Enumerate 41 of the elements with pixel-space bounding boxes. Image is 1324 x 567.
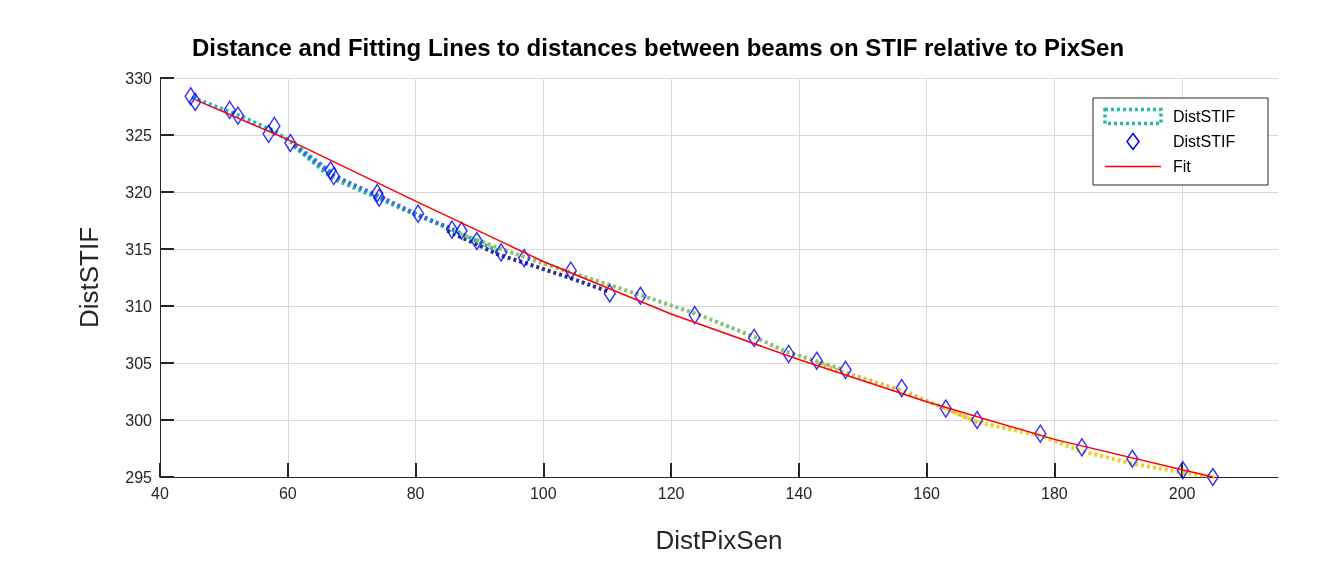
y-tick-label: 300 (125, 411, 153, 429)
point (494, 243, 508, 262)
y-tick-label: 295 (125, 468, 153, 486)
point (747, 328, 761, 348)
x-tick-label: 140 (785, 484, 813, 502)
point (970, 410, 984, 430)
y-tick-label: 310 (125, 297, 153, 315)
legend-label: DistSTIF (1173, 108, 1236, 125)
legend-label: DistSTIF (1173, 133, 1236, 150)
x-tick-label: 40 (151, 484, 169, 502)
point (517, 248, 531, 268)
x-tick-label: 180 (1041, 484, 1068, 502)
y-tick-label: 330 (125, 69, 153, 87)
point (327, 166, 341, 186)
x-tick-label: 160 (913, 484, 941, 502)
y-axis-title: DistSTIF (74, 226, 104, 329)
y-tick-label: 315 (125, 240, 153, 258)
x-tick-label: 120 (657, 484, 685, 502)
y-tick-label: 320 (125, 183, 153, 201)
x-tick-label: 80 (406, 484, 425, 502)
point (411, 204, 425, 223)
x-axis-title: DistPixSen (655, 525, 783, 555)
point (603, 284, 617, 303)
point (370, 183, 384, 203)
x-tick-label: 200 (1168, 484, 1196, 502)
chart-title: Distance and Fitting Lines to distances between beams on STIF relative to PixSen (191, 33, 1125, 61)
point (470, 231, 484, 251)
point (231, 106, 245, 125)
x-tick-label: 100 (529, 484, 557, 502)
legend-label: Fit (1173, 158, 1192, 175)
y-tick-label: 305 (125, 354, 153, 372)
point (372, 188, 386, 207)
point (939, 399, 953, 418)
x-tick-label: 60 (278, 484, 297, 502)
point (445, 220, 459, 239)
point (1075, 438, 1089, 457)
y-tick-label: 325 (125, 126, 153, 144)
point (188, 92, 202, 112)
point (564, 261, 578, 280)
point (1176, 460, 1190, 480)
point (1206, 467, 1220, 487)
